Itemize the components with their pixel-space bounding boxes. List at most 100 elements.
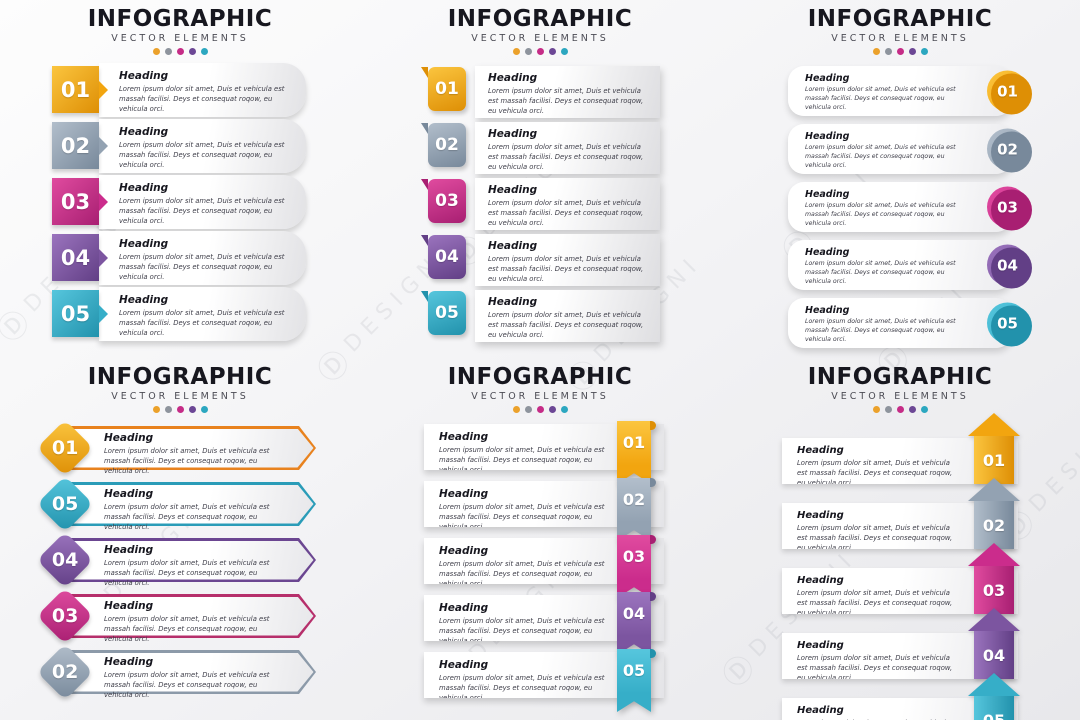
- step-heading: Heading: [797, 705, 844, 716]
- step-body: Lorem ipsum dolor sit amet, Duis et vehi…: [439, 674, 605, 698]
- step-number-circle: 04: [987, 244, 1028, 286]
- step-card: Heading Lorem ipsum dolor sit amet, Duis …: [475, 66, 660, 118]
- step-number-arrow: 05: [968, 673, 1020, 720]
- panel-subtitle: VECTOR ELEMENTS: [831, 391, 969, 402]
- dot: [872, 48, 880, 55]
- color-dots: [388, 406, 692, 413]
- step-body: Lorem ipsum dolor sit amet, Duis et vehi…: [797, 589, 953, 614]
- panel-title: INFOGRAPHIC: [807, 6, 993, 32]
- color-dots: [748, 406, 1052, 413]
- step-item: 04 Heading Lorem ipsum dolor sit amet, Du…: [52, 230, 306, 285]
- color-dots: [388, 48, 692, 55]
- step-card: Heading Lorem ipsum dolor sit amet, Duis …: [99, 118, 306, 173]
- step-number-badge: 05: [52, 290, 108, 337]
- step-number: 05: [60, 301, 91, 326]
- step-number: 05: [435, 303, 459, 323]
- step-heading: Heading: [805, 73, 850, 84]
- step-number: 01: [997, 82, 1018, 100]
- step-item: Heading Lorem ipsum dolor sit amet, Duis …: [424, 421, 664, 484]
- step-number: 02: [622, 490, 646, 509]
- step-number: 01: [982, 450, 1006, 470]
- panel-header: INFOGRAPHIC VECTOR ELEMENTS: [748, 6, 1052, 55]
- panel-title: INFOGRAPHIC: [87, 364, 273, 390]
- dot: [896, 406, 904, 413]
- step-item: 03 Heading Lorem ipsum dolor sit amet, Du…: [52, 174, 306, 229]
- dot: [152, 48, 160, 55]
- step-card: Heading Lorem ipsum dolor sit amet, Duis …: [788, 298, 1012, 348]
- dot: [200, 406, 208, 413]
- step-body: Lorem ipsum dolor sit amet, Duis et vehi…: [439, 446, 605, 470]
- step-number-tab: 02: [421, 123, 466, 167]
- step-heading: Heading: [797, 510, 844, 521]
- step-heading: Heading: [488, 296, 538, 308]
- panel-bottom-middle: INFOGRAPHIC VECTOR ELEMENTS Heading Lorem…: [388, 364, 692, 712]
- step-card: Heading Lorem ipsum dolor sit amet, Duis …: [104, 488, 282, 533]
- dot: [524, 406, 532, 413]
- dot: [896, 48, 904, 55]
- step-body: Lorem ipsum dolor sit amet, Duis et vehi…: [488, 87, 644, 116]
- step-body: Lorem ipsum dolor sit amet, Duis et vehi…: [104, 503, 270, 532]
- panel-header: INFOGRAPHIC VECTOR ELEMENTS: [748, 364, 1052, 413]
- step-number-badge: 03: [52, 178, 108, 225]
- step-heading: Heading: [104, 600, 154, 612]
- arrow-up-icon: [968, 413, 1020, 436]
- step-number: 05: [997, 314, 1018, 332]
- arrow-banner: [59, 482, 316, 526]
- panel-title: INFOGRAPHIC: [87, 6, 273, 32]
- step-card: Heading Lorem ipsum dolor sit amet, Duis …: [475, 178, 660, 230]
- step-body: Lorem ipsum dolor sit amet, Duis et vehi…: [104, 447, 270, 476]
- step-number-arrow: 02: [968, 478, 1020, 549]
- step-number-arrow: 04: [968, 608, 1020, 679]
- step-number-tab: 04: [421, 235, 466, 279]
- step-heading: Heading: [488, 240, 538, 252]
- dot: [548, 48, 556, 55]
- step-number: 03: [60, 189, 91, 214]
- panel-top-right: INFOGRAPHIC VECTOR ELEMENTS Heading Lorem…: [748, 6, 1052, 356]
- step-card: Heading Lorem ipsum dolor sit amet, Duis …: [99, 62, 306, 117]
- step-number-ribbon: 01: [617, 421, 656, 484]
- step-list: Heading Lorem ipsum dolor sit amet, Duis …: [36, 419, 316, 701]
- dot: [188, 48, 196, 55]
- arrow-up-icon: [968, 478, 1020, 501]
- step-heading: Heading: [488, 184, 538, 196]
- step-card: Heading Lorem ipsum dolor sit amet, Duis …: [788, 124, 1012, 174]
- step-heading: Heading: [119, 125, 169, 138]
- step-number-circle: 05: [987, 302, 1028, 344]
- step-heading: Heading: [439, 545, 489, 557]
- step-card: Heading Lorem ipsum dolor sit amet, Duis …: [788, 66, 1012, 116]
- step-heading: Heading: [488, 128, 538, 140]
- step-number: 04: [60, 245, 91, 270]
- step-list: Heading Lorem ipsum dolor sit amet, Duis …: [782, 413, 1026, 720]
- dot: [524, 48, 532, 55]
- panel-title: INFOGRAPHIC: [447, 6, 633, 32]
- step-heading: Heading: [119, 69, 169, 82]
- dot: [164, 406, 172, 413]
- step-heading: Heading: [439, 431, 489, 443]
- panel-top-left: INFOGRAPHIC VECTOR ELEMENTS 01 Heading Lo…: [28, 6, 332, 346]
- step-card: Heading Lorem ipsum dolor sit amet, Duis …: [475, 122, 660, 174]
- color-dots: [748, 48, 1052, 55]
- panel-header: INFOGRAPHIC VECTOR ELEMENTS: [28, 6, 332, 55]
- step-heading: Heading: [797, 575, 844, 586]
- step-item: 03 Heading Lorem ipsum dolor sit amet, Du…: [421, 178, 660, 230]
- arrow-up-icon: [968, 673, 1020, 696]
- step-number-tab: 05: [421, 291, 466, 335]
- step-number-ribbon: 05: [617, 649, 656, 712]
- step-card: Heading Lorem ipsum dolor sit amet, Duis …: [788, 182, 1012, 232]
- color-dots: [28, 48, 332, 55]
- step-item: 05 Heading Lorem ipsum dolor sit amet, Du…: [421, 290, 660, 342]
- step-heading: Heading: [797, 445, 844, 456]
- step-heading: Heading: [805, 247, 850, 258]
- dot: [200, 48, 208, 55]
- step-item: 01 Heading Lorem ipsum dolor sit amet, Du…: [52, 62, 306, 117]
- step-body: Lorem ipsum dolor sit amet, Duis et vehi…: [488, 199, 644, 228]
- step-heading: Heading: [488, 72, 538, 84]
- step-number: 02: [997, 140, 1018, 158]
